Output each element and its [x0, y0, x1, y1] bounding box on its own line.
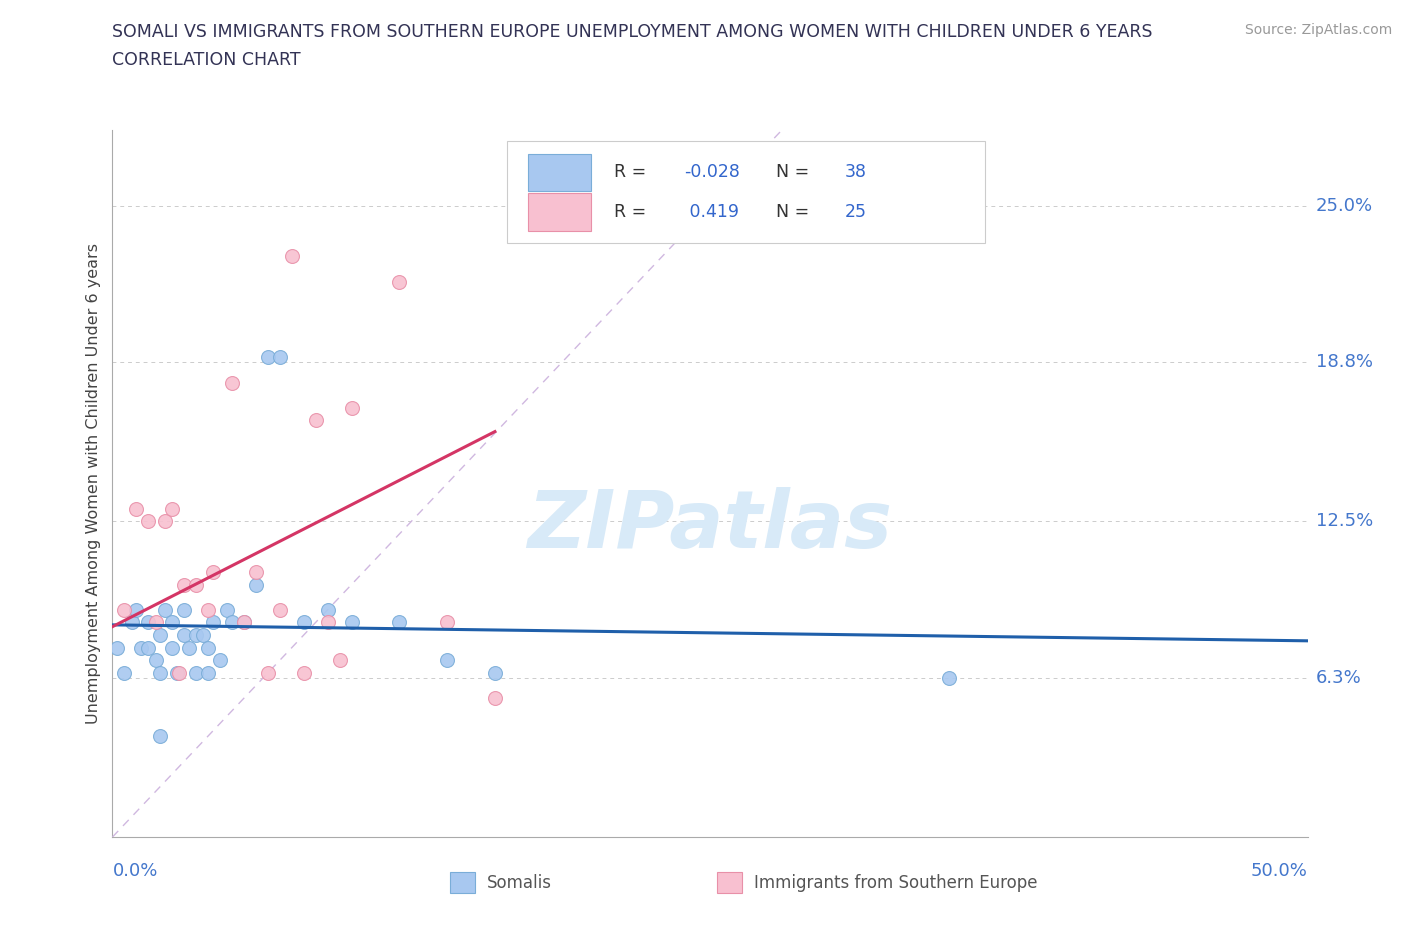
- FancyBboxPatch shape: [529, 193, 591, 231]
- Point: [269, 350, 291, 365]
- Point: [186, 578, 208, 592]
- Point: [201, 565, 224, 579]
- Text: N =: N =: [776, 203, 814, 220]
- Point: [245, 578, 267, 592]
- Point: [162, 501, 183, 516]
- Point: [149, 728, 172, 743]
- Point: [186, 628, 208, 643]
- Point: [193, 628, 215, 643]
- Point: [281, 249, 304, 264]
- Point: [162, 640, 183, 655]
- Point: [197, 640, 219, 655]
- Point: [217, 603, 239, 618]
- Point: [232, 615, 256, 630]
- Point: [121, 615, 143, 630]
- Y-axis label: Unemployment Among Women with Children Under 6 years: Unemployment Among Women with Children U…: [86, 243, 101, 724]
- FancyBboxPatch shape: [508, 140, 984, 244]
- Point: [153, 514, 176, 529]
- Point: [114, 666, 135, 681]
- Point: [316, 615, 339, 630]
- Point: [149, 666, 172, 681]
- Point: [166, 666, 188, 681]
- Point: [221, 375, 243, 390]
- Text: N =: N =: [776, 164, 814, 181]
- Point: [292, 615, 315, 630]
- Point: [177, 640, 200, 655]
- Point: [388, 615, 411, 630]
- Point: [257, 350, 280, 365]
- Point: [436, 653, 458, 668]
- Point: [201, 615, 224, 630]
- Text: 12.5%: 12.5%: [1316, 512, 1374, 530]
- Text: CORRELATION CHART: CORRELATION CHART: [112, 51, 301, 69]
- Point: [269, 603, 291, 618]
- Point: [173, 628, 195, 643]
- Text: 0.419: 0.419: [683, 203, 738, 220]
- Text: 18.8%: 18.8%: [1316, 353, 1372, 371]
- Point: [138, 640, 160, 655]
- Point: [245, 565, 267, 579]
- Point: [340, 401, 363, 416]
- Point: [484, 691, 506, 706]
- Point: [186, 666, 208, 681]
- Point: [257, 666, 280, 681]
- Point: [292, 666, 315, 681]
- Point: [316, 603, 339, 618]
- Text: -0.028: -0.028: [683, 164, 740, 181]
- Point: [145, 615, 167, 630]
- Point: [173, 603, 195, 618]
- Point: [388, 274, 411, 289]
- Point: [340, 615, 363, 630]
- Text: 50.0%: 50.0%: [1251, 862, 1308, 880]
- Point: [484, 666, 506, 681]
- Point: [125, 501, 148, 516]
- Point: [197, 666, 219, 681]
- Text: SOMALI VS IMMIGRANTS FROM SOUTHERN EUROPE UNEMPLOYMENT AMONG WOMEN WITH CHILDREN: SOMALI VS IMMIGRANTS FROM SOUTHERN EUROP…: [112, 23, 1153, 41]
- Text: 25: 25: [845, 203, 868, 220]
- Point: [153, 603, 176, 618]
- Point: [129, 640, 152, 655]
- Point: [114, 603, 135, 618]
- Text: R =: R =: [614, 203, 652, 220]
- Point: [197, 603, 219, 618]
- Point: [138, 615, 160, 630]
- Point: [938, 671, 960, 685]
- Point: [105, 640, 128, 655]
- Text: 38: 38: [845, 164, 868, 181]
- Point: [221, 615, 243, 630]
- Point: [436, 615, 458, 630]
- Point: [208, 653, 231, 668]
- Point: [125, 603, 148, 618]
- Point: [328, 653, 352, 668]
- Text: Immigrants from Southern Europe: Immigrants from Southern Europe: [754, 873, 1038, 892]
- Point: [169, 666, 191, 681]
- FancyBboxPatch shape: [529, 153, 591, 191]
- Text: Somalis: Somalis: [486, 873, 551, 892]
- Text: 25.0%: 25.0%: [1316, 197, 1374, 215]
- Point: [162, 615, 183, 630]
- Point: [138, 514, 160, 529]
- Text: ZIPatlas: ZIPatlas: [527, 487, 893, 565]
- Text: Source: ZipAtlas.com: Source: ZipAtlas.com: [1244, 23, 1392, 37]
- Text: 6.3%: 6.3%: [1316, 669, 1361, 687]
- Point: [149, 628, 172, 643]
- Point: [232, 615, 256, 630]
- Text: 0.0%: 0.0%: [112, 862, 157, 880]
- Point: [173, 578, 195, 592]
- Point: [145, 653, 167, 668]
- Text: R =: R =: [614, 164, 652, 181]
- Point: [304, 413, 326, 428]
